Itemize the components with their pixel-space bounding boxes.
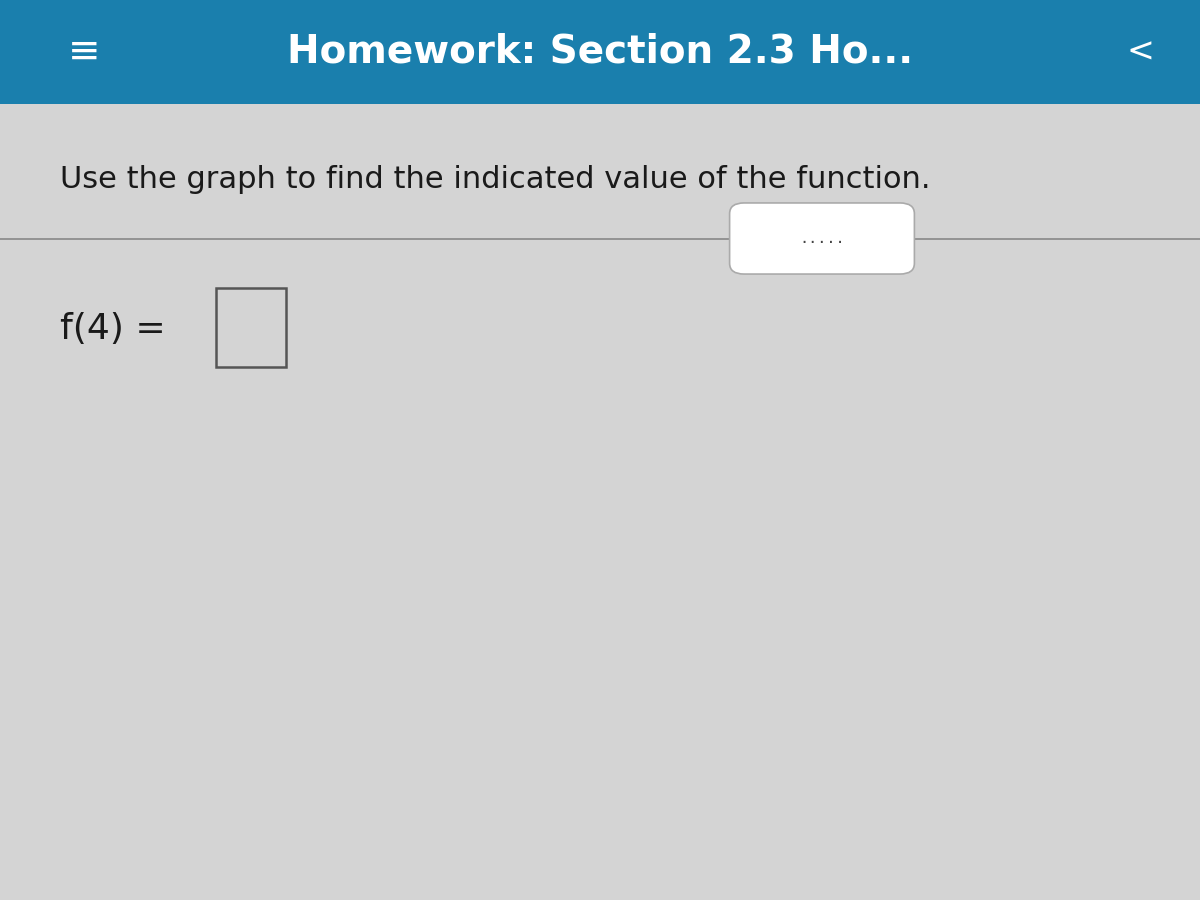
FancyBboxPatch shape [0,0,1200,104]
FancyBboxPatch shape [0,104,1200,900]
Text: .....: ..... [799,231,845,246]
Text: Homework: Section 2.3 Ho...: Homework: Section 2.3 Ho... [287,32,913,71]
Text: f(4) =: f(4) = [60,311,178,346]
Text: <: < [1126,35,1154,68]
FancyBboxPatch shape [730,203,914,274]
Text: Use the graph to find the indicated value of the function.: Use the graph to find the indicated valu… [60,166,930,194]
Text: ≡: ≡ [67,32,101,71]
FancyBboxPatch shape [216,288,286,367]
